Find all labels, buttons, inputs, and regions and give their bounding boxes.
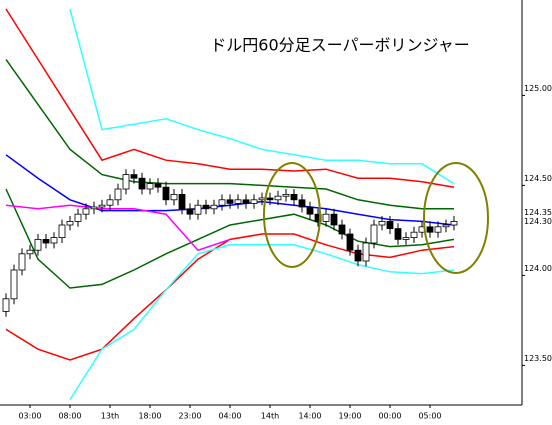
candle-body (282, 193, 290, 197)
candle-body (378, 220, 386, 226)
candle-body (58, 224, 66, 239)
x-tick-label: 03:00 (18, 412, 41, 421)
candle-body (170, 193, 178, 201)
candle-body (442, 224, 450, 228)
candle-body (210, 204, 218, 210)
candle-body (242, 199, 250, 204)
candle-body (314, 213, 322, 222)
candle-body (226, 199, 234, 204)
candle-body (10, 269, 18, 300)
candle-body (394, 228, 402, 240)
band-line (5, 204, 231, 252)
candle-body (386, 220, 394, 229)
candle-body (370, 224, 378, 244)
candle-body (434, 226, 442, 233)
x-tick-label: 05:00 (418, 412, 441, 421)
candle-body (90, 206, 98, 210)
candle-body (138, 177, 146, 190)
candle-body (258, 197, 266, 201)
highlight-ellipse (423, 162, 489, 274)
candle-body (426, 226, 434, 233)
candle-body (2, 298, 10, 312)
band-line (5, 188, 455, 289)
candle-body (26, 249, 34, 255)
candle-body (450, 220, 458, 226)
candle-body (250, 199, 258, 204)
candle-body (218, 199, 226, 206)
x-tick-label: 00:00 (378, 412, 401, 421)
candle-body (330, 213, 338, 226)
highlight-ellipse (263, 162, 321, 268)
candle-body (202, 204, 210, 210)
band-line (5, 58, 454, 210)
y-tick-label: 124.50 (524, 174, 552, 183)
candle-body (346, 233, 354, 251)
candle-body (154, 183, 162, 188)
price-label: 124.30 (524, 217, 552, 226)
candle-body (82, 208, 90, 215)
candle-body (354, 249, 362, 262)
candle-body (18, 253, 26, 271)
candle-body (234, 199, 242, 204)
band-line (69, 244, 455, 401)
candle-body (402, 237, 410, 240)
candle-body (274, 195, 282, 201)
y-tick-label: 124.00 (524, 264, 552, 273)
candle-body (410, 231, 418, 238)
candle-body (74, 213, 82, 222)
candle-body (290, 193, 298, 201)
band-line (5, 8, 455, 188)
x-tick-label: 18:00 (138, 412, 161, 421)
candle-body (34, 238, 42, 251)
candle-body (298, 199, 306, 208)
candle-body (322, 213, 330, 222)
candle-body (306, 206, 314, 215)
x-tick-label: 08:00 (58, 412, 81, 421)
candle-body (146, 183, 154, 190)
candle-body (266, 197, 274, 201)
chart-title: ドル円60分足スーパーボリンジャー (210, 36, 469, 55)
candle-body (178, 193, 186, 210)
candle-body (194, 204, 202, 215)
candle-body (338, 224, 346, 235)
x-tick-label: 13th (101, 412, 119, 421)
y-tick-label: 125.00 (524, 84, 552, 93)
candle-body (66, 220, 74, 226)
candle-body (362, 242, 370, 262)
y-tick-label: 123.50 (524, 354, 552, 363)
x-tick-label: 23:00 (178, 412, 201, 421)
candle-body (42, 238, 50, 244)
candle-body (186, 208, 194, 215)
x-tick-label: 04:00 (218, 412, 241, 421)
plot-area (2, 8, 458, 401)
candle-body (162, 186, 170, 201)
price-label: 124.35 (524, 208, 552, 217)
candle-body (122, 174, 130, 190)
x-tick-label: 14:00 (298, 412, 321, 421)
x-tick-label: 14th (261, 412, 279, 421)
candle-body (98, 204, 106, 208)
candle-body (106, 199, 114, 206)
candle-body (50, 237, 58, 244)
candle-body (114, 188, 122, 201)
x-tick-label: 19:00 (338, 412, 361, 421)
band-line (69, 8, 455, 185)
candle-body (130, 174, 138, 179)
